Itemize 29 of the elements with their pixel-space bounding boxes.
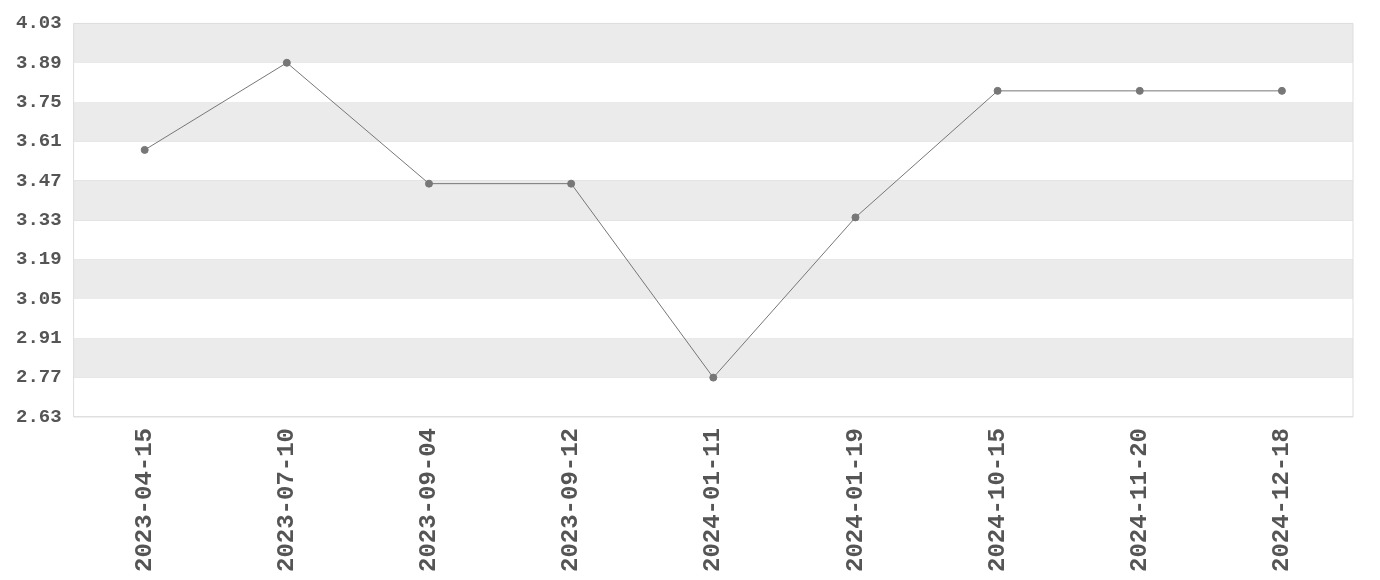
- x-tick-label: 2024-10-15: [983, 427, 1011, 573]
- y-tick-label: 2.77: [16, 366, 62, 389]
- point: [1277, 86, 1286, 95]
- x-tick-label: 2023-09-04: [415, 427, 443, 573]
- y-tick-label: 3.61: [16, 130, 62, 153]
- point: [567, 179, 576, 188]
- y-tick-label: 4.03: [16, 12, 62, 35]
- y-tick-label: 3.33: [16, 208, 62, 231]
- x-tick-label: 2024-12-18: [1267, 427, 1295, 573]
- point: [424, 179, 433, 188]
- point: [709, 373, 718, 382]
- y-tick-label: 3.19: [16, 248, 62, 271]
- x-tick-label: 2024-11-20: [1125, 427, 1153, 573]
- point: [993, 86, 1002, 95]
- y-tick-label: 2.91: [16, 327, 62, 350]
- point: [140, 145, 149, 154]
- x-tick-label: 2024-01-11: [699, 427, 727, 573]
- y-tick-label: 2.63: [16, 405, 62, 428]
- x-tick-label: 2023-07-10: [272, 427, 300, 573]
- point: [282, 58, 291, 67]
- y-tick-label: 3.75: [16, 90, 62, 113]
- y-tick-label: 3.89: [16, 51, 62, 74]
- x-tick-label: 2024-01-19: [841, 427, 869, 573]
- x-tick-label: 2023-09-12: [557, 427, 585, 573]
- point: [1135, 86, 1144, 95]
- point: [851, 213, 860, 222]
- x-tick-label: 2023-04-15: [130, 427, 158, 573]
- y-tick-label: 3.47: [16, 169, 62, 192]
- y-tick-label: 3.05: [16, 287, 62, 310]
